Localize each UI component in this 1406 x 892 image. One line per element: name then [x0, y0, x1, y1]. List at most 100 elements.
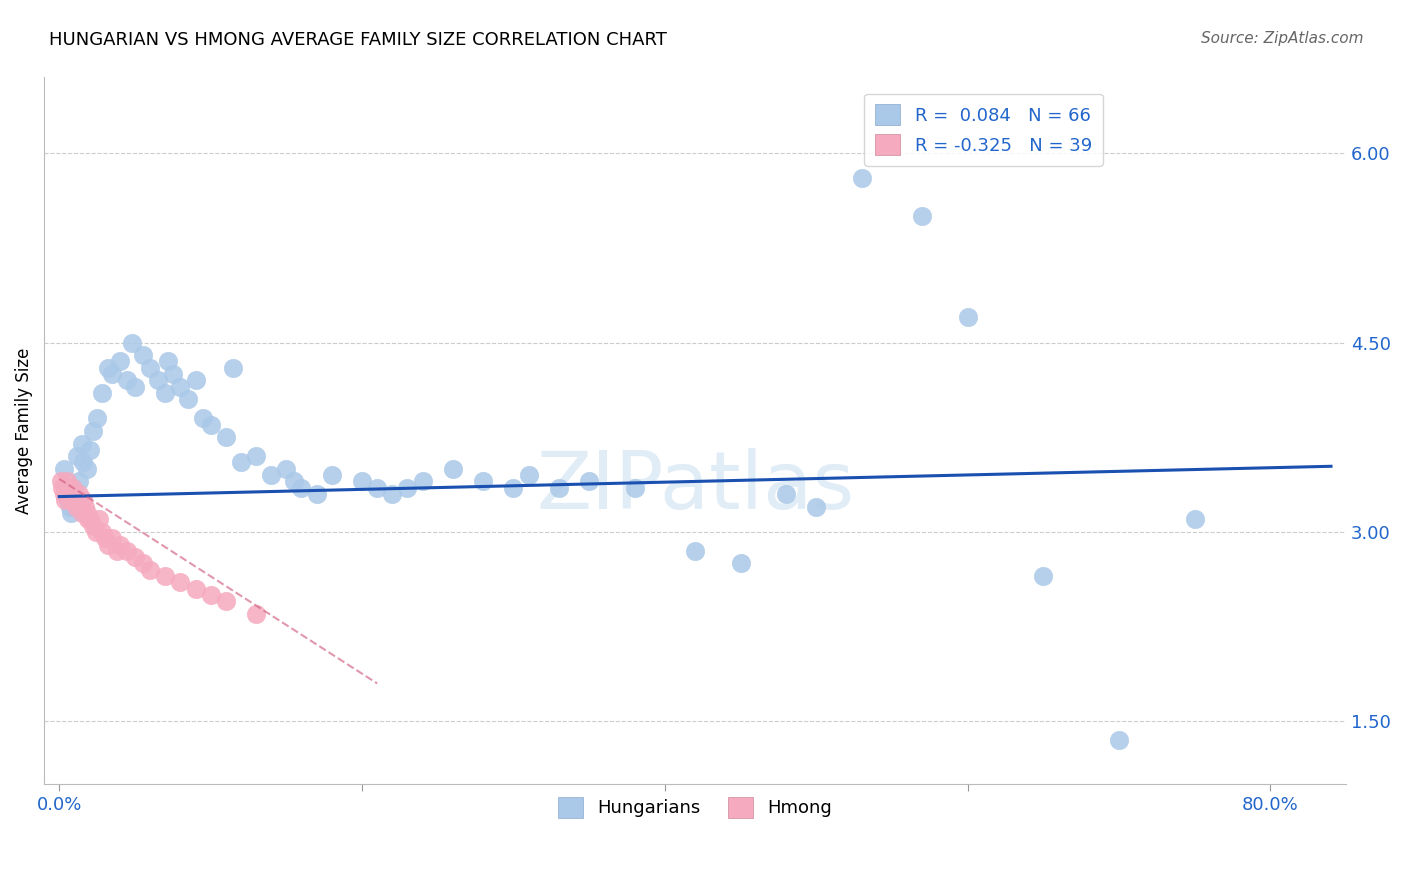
Point [62, 481, 84, 495]
Point [276, 462, 298, 476]
Point [79, 442, 101, 457]
Point [222, 360, 245, 375]
Point [730, 557, 752, 571]
Point [117, 544, 139, 558]
Point [169, 575, 191, 590]
Point [215, 594, 238, 608]
Point [215, 430, 238, 444]
Point [52, 487, 75, 501]
Point [53, 481, 76, 495]
Text: ZIPatlas: ZIPatlas [536, 449, 855, 526]
Point [56, 475, 79, 489]
Point [321, 468, 343, 483]
Point [200, 588, 222, 602]
Point [806, 500, 828, 514]
Point [84, 524, 107, 539]
Point [90, 386, 112, 401]
Point [155, 569, 177, 583]
Point [58, 493, 80, 508]
Point [911, 210, 934, 224]
Point [70, 506, 93, 520]
Point [547, 481, 569, 495]
Point [51, 481, 73, 495]
Point [472, 475, 495, 489]
Point [66, 449, 89, 463]
Point [108, 354, 131, 368]
Point [60, 493, 83, 508]
Point [131, 348, 153, 362]
Point [62, 487, 84, 501]
Text: Source: ZipAtlas.com: Source: ZipAtlas.com [1201, 31, 1364, 46]
Point [245, 449, 267, 463]
Point [90, 524, 112, 539]
Point [105, 544, 128, 558]
Point [441, 462, 464, 476]
Point [66, 493, 89, 508]
Point [65, 500, 87, 514]
Point [59, 500, 82, 514]
Point [184, 582, 207, 596]
Point [93, 531, 115, 545]
Point [260, 468, 283, 483]
Point [70, 436, 93, 450]
Point [58, 481, 80, 495]
Point [352, 475, 374, 489]
Point [177, 392, 200, 407]
Point [53, 493, 76, 508]
Point [139, 563, 162, 577]
Point [76, 462, 98, 476]
Point [283, 475, 305, 489]
Point [124, 380, 146, 394]
Point [396, 481, 419, 495]
Point [157, 354, 180, 368]
Point [290, 481, 312, 495]
Point [79, 512, 101, 526]
Point [683, 544, 706, 558]
Point [578, 475, 600, 489]
Point [82, 424, 104, 438]
Point [82, 518, 104, 533]
Point [381, 487, 404, 501]
Point [97, 360, 120, 375]
Point [108, 537, 131, 551]
Point [73, 500, 96, 514]
Point [245, 607, 267, 621]
Point [76, 506, 98, 520]
Point [67, 475, 90, 489]
Point [517, 468, 540, 483]
Point [63, 487, 86, 501]
Point [191, 411, 214, 425]
Point [502, 481, 524, 495]
Point [1184, 512, 1206, 526]
Point [139, 360, 162, 375]
Point [77, 512, 100, 526]
Point [146, 373, 169, 387]
Point [851, 171, 873, 186]
Point [956, 310, 979, 325]
Point [60, 506, 83, 520]
Point [366, 481, 388, 495]
Point [72, 455, 94, 469]
Point [124, 550, 146, 565]
Legend: Hungarians, Hmong: Hungarians, Hmong [551, 789, 839, 825]
Point [101, 531, 124, 545]
Point [305, 487, 328, 501]
Point [49, 475, 72, 489]
Point [86, 411, 108, 425]
Point [63, 500, 86, 514]
Point [56, 487, 79, 501]
Point [155, 386, 177, 401]
Point [97, 537, 120, 551]
Point [52, 462, 75, 476]
Point [69, 500, 91, 514]
Y-axis label: Average Family Size: Average Family Size [15, 348, 32, 514]
Point [117, 373, 139, 387]
Point [623, 481, 645, 495]
Point [1032, 569, 1054, 583]
Text: HUNGARIAN VS HMONG AVERAGE FAMILY SIZE CORRELATION CHART: HUNGARIAN VS HMONG AVERAGE FAMILY SIZE C… [49, 31, 666, 49]
Point [200, 417, 222, 432]
Point [131, 557, 153, 571]
Point [87, 512, 110, 526]
Point [184, 373, 207, 387]
Point [72, 493, 94, 508]
